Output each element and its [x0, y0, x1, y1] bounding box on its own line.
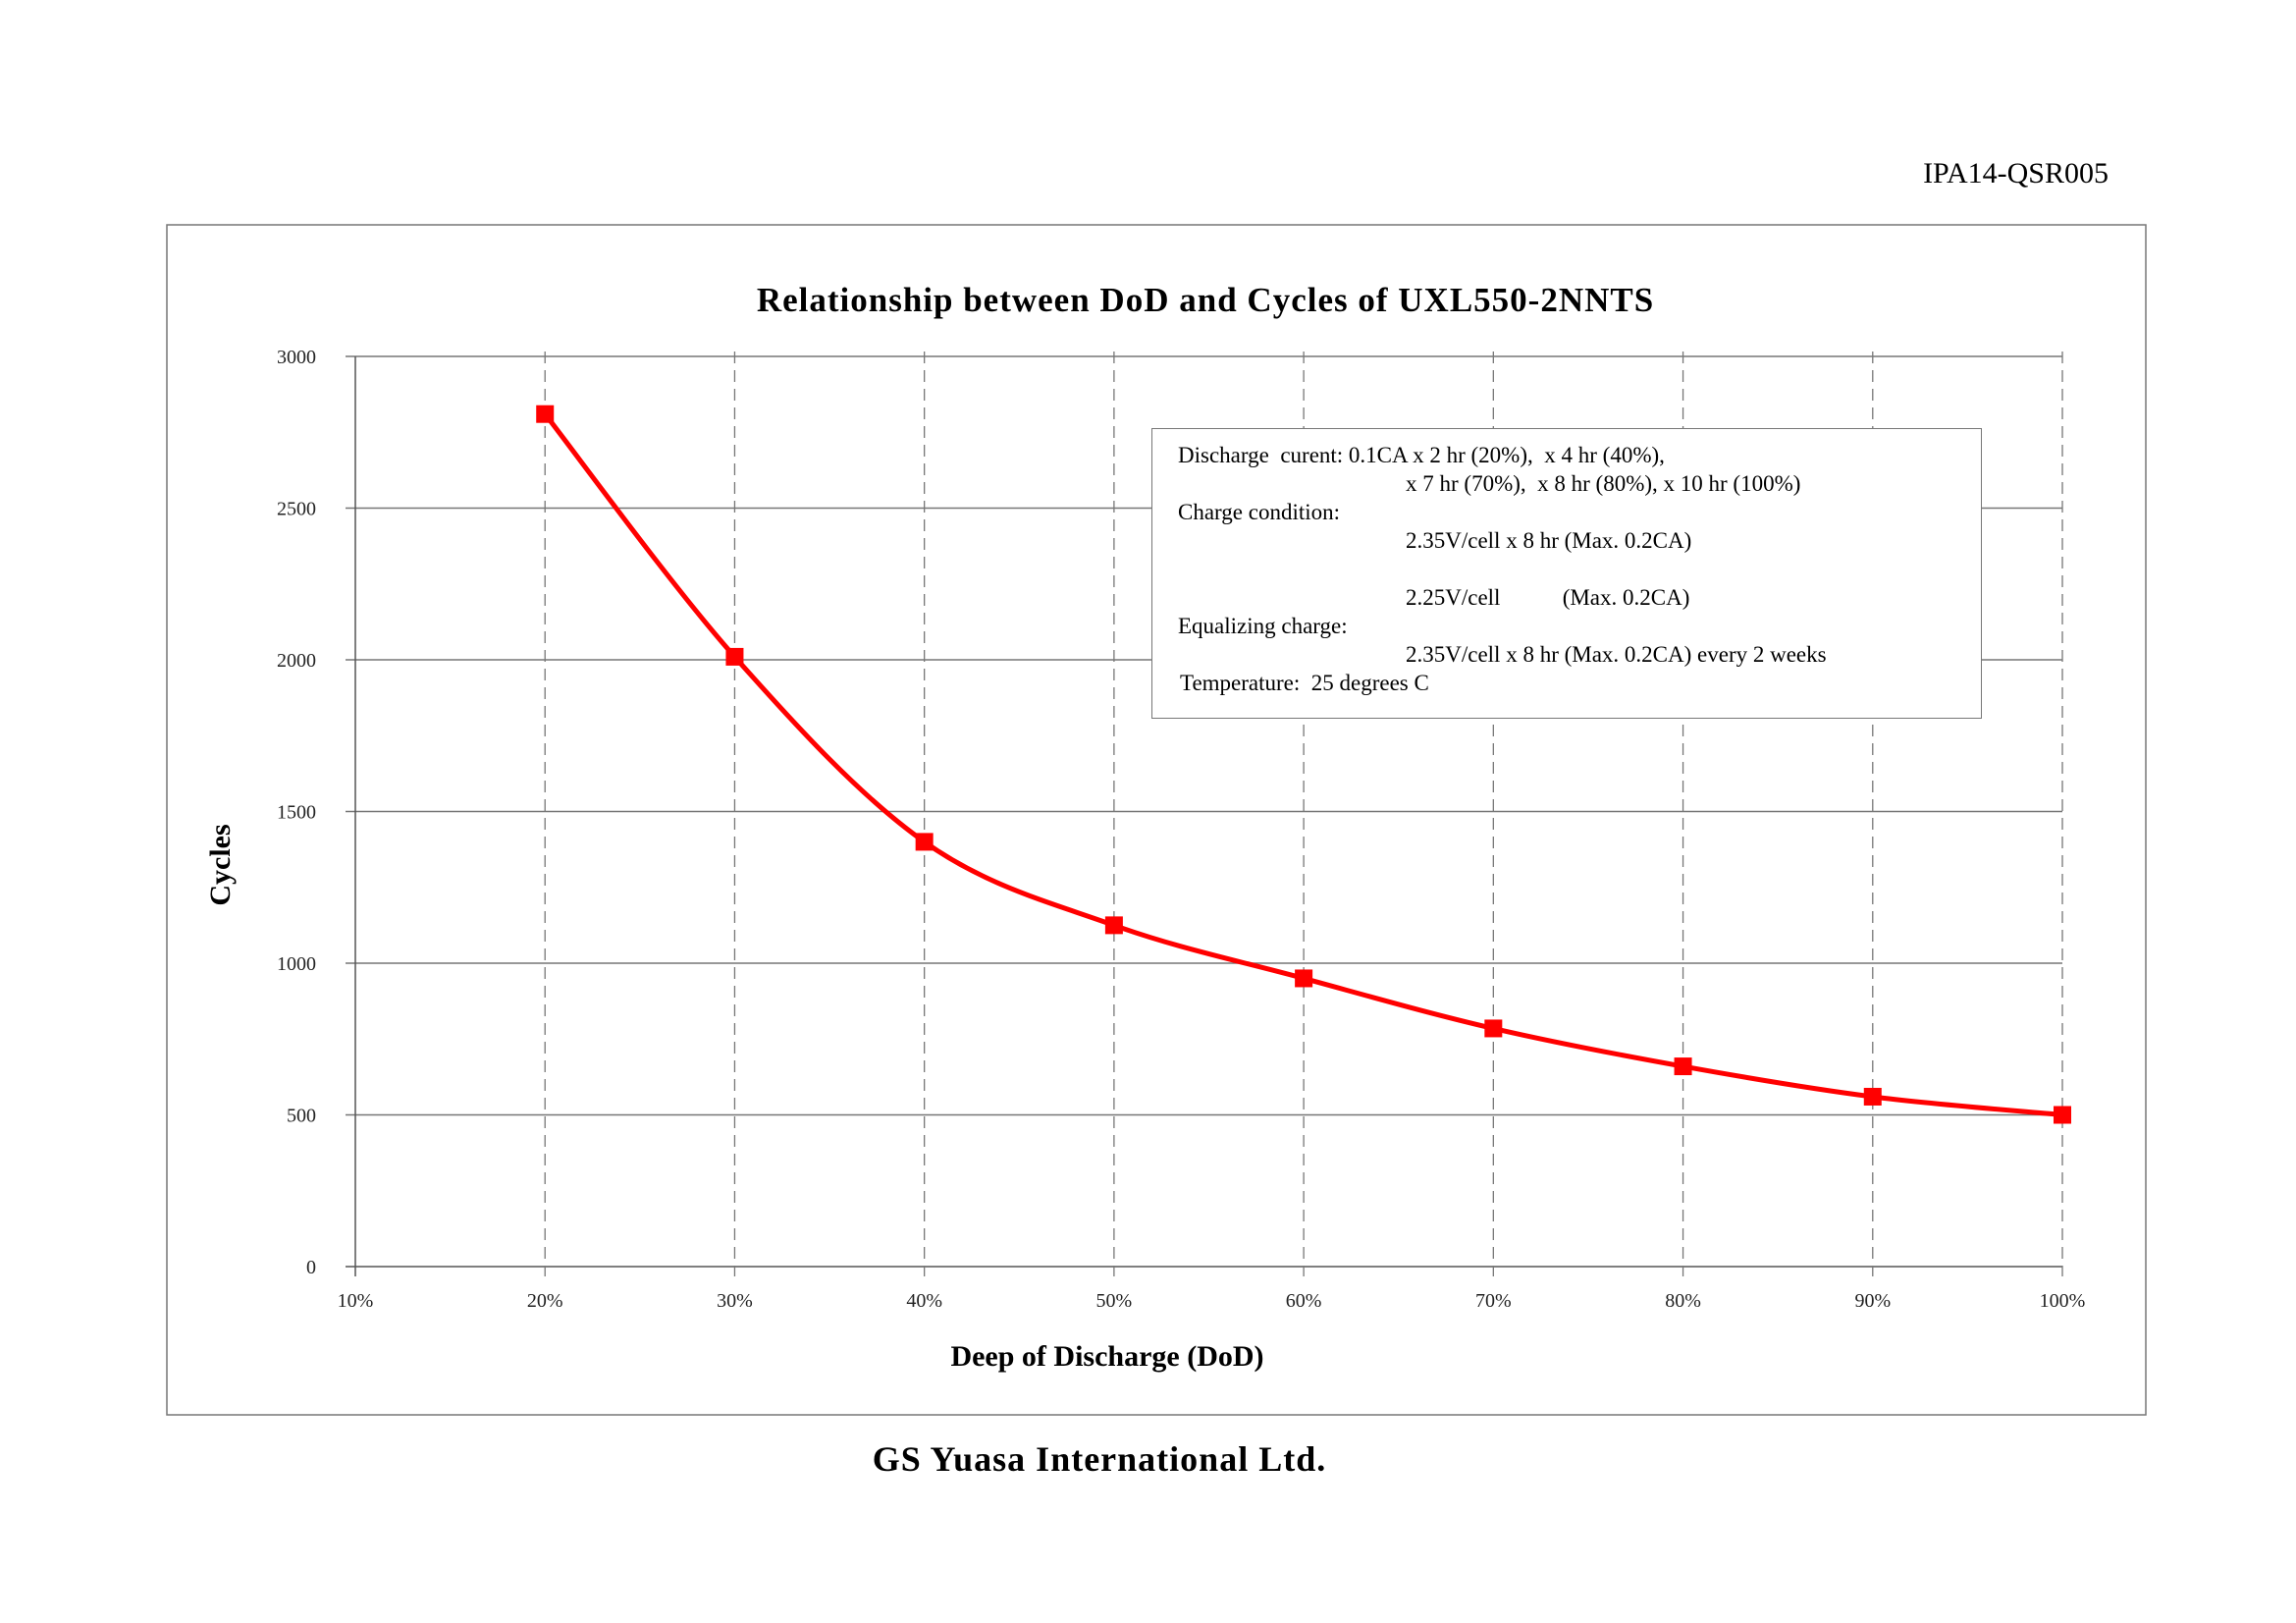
x-tick-label: 100% — [2040, 1290, 2086, 1312]
data-point — [725, 647, 744, 666]
x-tick-label: 30% — [717, 1290, 753, 1312]
x-tick-label: 10% — [338, 1290, 374, 1312]
y-tick-label: 2000 — [277, 650, 316, 672]
y-axis-label: Cycles — [204, 824, 237, 905]
data-point — [2054, 1106, 2071, 1124]
charge-line-2: 2.25V/cell (Max. 0.2CA) — [1406, 585, 1690, 610]
y-tick-label: 0 — [306, 1257, 316, 1278]
x-tick-label: 20% — [527, 1290, 563, 1312]
charge-label: Charge condition: — [1178, 500, 1341, 524]
chart-frame — [166, 224, 2147, 1416]
document-code: IPA14-QSR005 — [1923, 157, 2109, 189]
x-tick-label: 90% — [1854, 1290, 1891, 1312]
discharge-line: Discharge curent: 0.1CA x 2 hr (20%), x … — [1178, 443, 1665, 467]
y-tick-label: 500 — [287, 1106, 316, 1127]
equalizing-line: 2.35V/cell x 8 hr (Max. 0.2CA) every 2 w… — [1406, 642, 1827, 667]
equalizing-label: Equalizing charge: — [1178, 614, 1348, 638]
x-tick-label: 60% — [1286, 1290, 1322, 1312]
test-conditions-box: Discharge curent: 0.1CA x 2 hr (20%), x … — [1151, 428, 1982, 719]
x-tick-label: 80% — [1665, 1290, 1701, 1312]
temperature-line: Temperature: 25 degrees C — [1180, 671, 1429, 695]
chart-title: Relationship between DoD and Cycles of U… — [757, 281, 1654, 319]
y-tick-label: 1000 — [277, 953, 316, 975]
y-tick-label: 2500 — [277, 499, 316, 520]
discharge-line-2: x 7 hr (70%), x 8 hr (80%), x 10 hr (100… — [1406, 471, 1801, 496]
data-point — [915, 833, 934, 851]
x-axis-label: Deep of Discharge (DoD) — [950, 1340, 1263, 1373]
company-footer: GS Yuasa International Ltd. — [872, 1439, 1327, 1479]
data-point — [1674, 1057, 1692, 1076]
data-point — [1104, 916, 1123, 935]
data-point — [1484, 1019, 1503, 1038]
data-point — [1295, 969, 1313, 988]
y-tick-label: 3000 — [277, 347, 316, 368]
x-tick-label: 50% — [1096, 1290, 1133, 1312]
charge-line-1: 2.35V/cell x 8 hr (Max. 0.2CA) — [1406, 528, 1692, 553]
y-tick-label: 1500 — [277, 802, 316, 824]
series-line — [543, 412, 2063, 1117]
x-tick-label: 70% — [1475, 1290, 1512, 1312]
data-point — [536, 405, 555, 423]
data-point — [1863, 1087, 1882, 1106]
x-tick-label: 40% — [906, 1290, 942, 1312]
